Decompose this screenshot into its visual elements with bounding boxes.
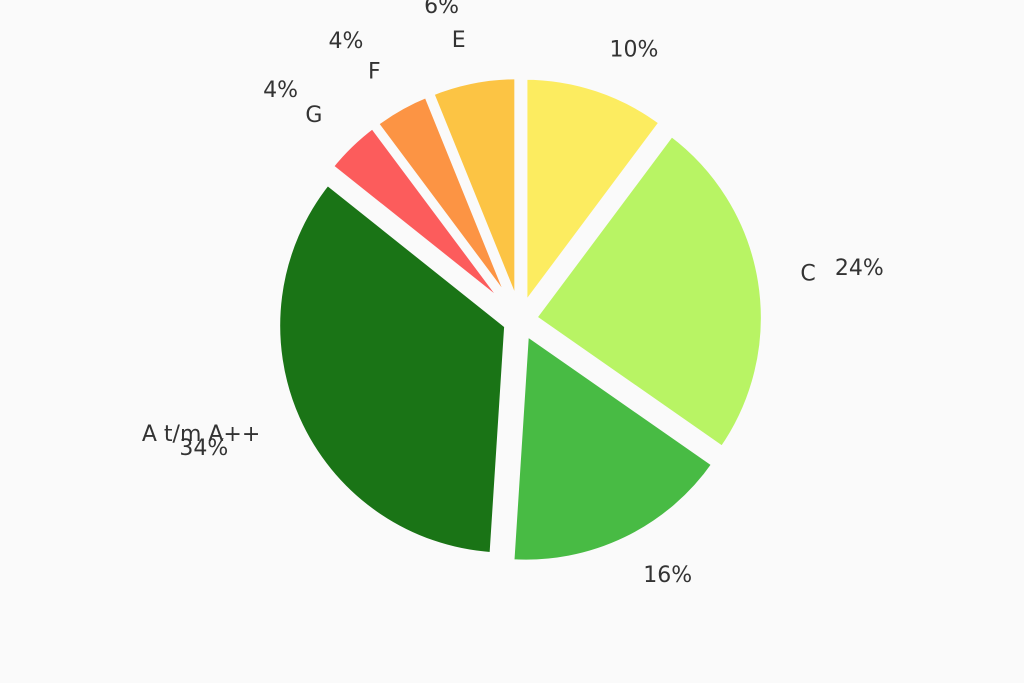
pie-slice [326,121,513,313]
value-label: 10% [609,37,658,62]
category-label: C [800,262,815,287]
value-label: 16% [643,563,692,588]
value-label: 24% [835,256,884,281]
category-label: A t/m A++ [142,422,260,447]
pie-slice [427,73,521,308]
pie-slice [371,90,516,310]
value-label: 34% [179,436,228,461]
pie-slice [521,73,667,316]
pie-slice [508,327,719,566]
pie-slice [274,178,511,559]
value-label: 6% [424,0,459,19]
pie-slice [529,129,767,454]
category-label: G [305,103,322,128]
category-label: E [452,28,466,53]
value-label: 4% [329,29,364,54]
value-label: 4% [263,78,298,103]
category-label: F [368,60,381,85]
